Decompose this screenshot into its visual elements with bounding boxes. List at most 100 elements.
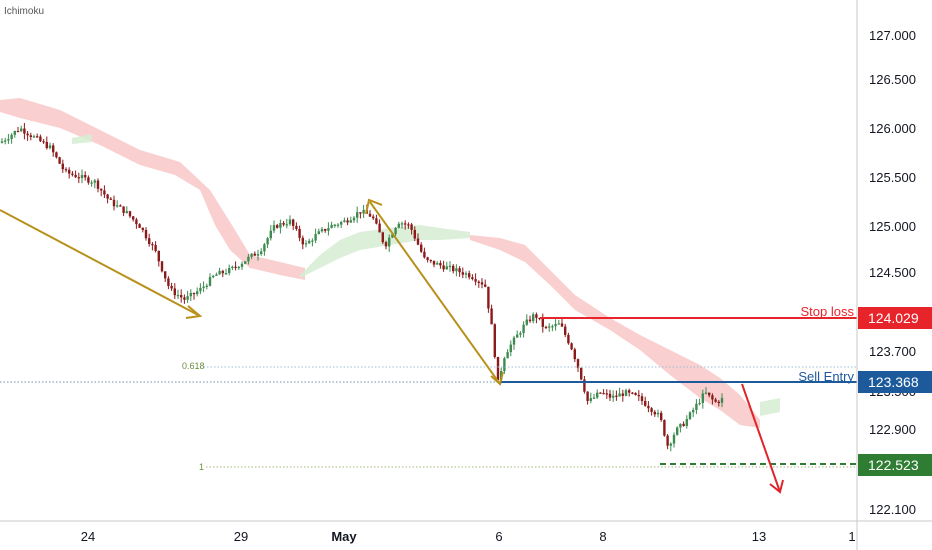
candle xyxy=(80,169,84,184)
candle xyxy=(228,264,231,276)
candle xyxy=(394,226,397,237)
candle xyxy=(720,393,724,408)
candle xyxy=(356,206,359,223)
candle xyxy=(407,222,410,229)
candle xyxy=(666,433,669,450)
candle-body xyxy=(7,139,10,141)
candle xyxy=(506,349,509,359)
candle-body xyxy=(653,411,656,415)
candle-body xyxy=(93,180,96,183)
candle-body xyxy=(640,396,644,402)
candle xyxy=(58,156,61,164)
candle-body xyxy=(330,224,333,229)
stop-loss-price: 124.029 xyxy=(868,310,919,326)
candle-body xyxy=(244,261,247,264)
candle xyxy=(445,261,448,270)
candle-body xyxy=(496,356,500,380)
candle xyxy=(240,261,244,270)
stop-loss-label: Stop loss xyxy=(801,304,855,319)
candle-body xyxy=(304,243,308,245)
candle-body xyxy=(340,222,343,225)
candle-body xyxy=(327,228,330,231)
y-tick: 124.500 xyxy=(869,265,916,280)
candle-body xyxy=(10,134,13,140)
candle xyxy=(256,249,260,261)
candle-body xyxy=(250,253,253,257)
candle-body xyxy=(695,403,698,410)
candle xyxy=(314,228,317,244)
candle-body xyxy=(96,180,100,189)
candle xyxy=(695,399,698,415)
candle-body xyxy=(471,277,474,280)
candle xyxy=(119,204,122,207)
candle-body xyxy=(532,314,535,322)
candle-body xyxy=(432,260,436,265)
candle-body xyxy=(612,395,615,398)
candle xyxy=(221,269,224,278)
candle-body xyxy=(151,244,154,246)
candle xyxy=(621,389,624,402)
candle-body xyxy=(119,205,122,207)
candle xyxy=(698,398,701,406)
candle-body xyxy=(400,223,404,225)
candle-body xyxy=(260,251,263,255)
candle-body xyxy=(656,412,660,415)
candle-body xyxy=(634,393,637,395)
candle xyxy=(480,278,484,289)
candle xyxy=(173,283,176,300)
candle-body xyxy=(688,412,692,419)
cloud-segment xyxy=(470,235,760,428)
candle-body xyxy=(650,408,653,412)
candle xyxy=(362,204,365,218)
candle-body xyxy=(144,229,148,239)
y-tick: 125.000 xyxy=(869,219,916,234)
candle xyxy=(48,142,52,150)
candle-body xyxy=(711,395,714,400)
candle xyxy=(384,240,388,250)
candle xyxy=(420,242,423,254)
candle-body xyxy=(71,173,74,175)
candle xyxy=(55,151,58,159)
candle-body xyxy=(621,393,624,396)
candle xyxy=(346,217,349,226)
candle xyxy=(282,220,285,227)
candle xyxy=(650,407,653,416)
candle xyxy=(327,222,330,236)
candle xyxy=(679,423,682,433)
candle-body xyxy=(199,287,202,292)
candle xyxy=(381,231,384,245)
candle xyxy=(532,312,535,324)
candle-body xyxy=(493,324,496,357)
candle xyxy=(29,132,32,141)
candle xyxy=(23,123,26,140)
candle xyxy=(410,222,413,235)
candle xyxy=(522,321,525,338)
candle xyxy=(202,281,205,293)
candle-body xyxy=(282,223,285,225)
candle-body xyxy=(586,391,589,401)
candle xyxy=(484,279,487,288)
candle-body xyxy=(263,244,266,252)
candle xyxy=(64,167,68,173)
trend-arrow-2 xyxy=(365,198,504,386)
candle xyxy=(397,221,400,229)
candle-body xyxy=(480,282,484,285)
candle-body xyxy=(528,319,532,322)
candle xyxy=(359,212,362,219)
candle-body xyxy=(548,326,551,328)
candle-body xyxy=(157,250,160,262)
candle xyxy=(103,185,106,198)
candle xyxy=(461,267,464,279)
candle-body xyxy=(324,229,327,231)
candle xyxy=(602,389,605,395)
candle xyxy=(439,260,442,269)
candle xyxy=(16,127,20,133)
candle-body xyxy=(464,273,468,275)
candle-body xyxy=(356,212,359,218)
x-tick: 29 xyxy=(234,529,248,544)
candle-body xyxy=(458,268,461,273)
candle-body xyxy=(660,412,663,421)
candle-body xyxy=(461,272,464,275)
candle-body xyxy=(84,174,87,178)
